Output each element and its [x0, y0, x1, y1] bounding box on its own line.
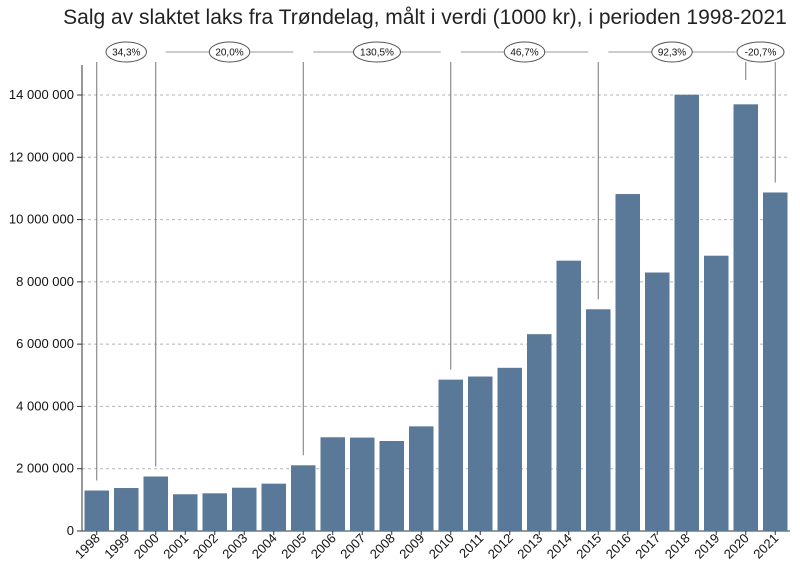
- x-tick-label: 2012: [485, 531, 516, 562]
- x-tick-label: 2013: [514, 531, 545, 562]
- x-tick-label: 2014: [544, 531, 575, 562]
- bar-2001: [173, 494, 198, 531]
- axes: [77, 65, 790, 535]
- x-tick-label: 2019: [691, 531, 722, 562]
- annotation-label: 34,3%: [112, 48, 140, 59]
- x-tick-label: 2000: [131, 531, 162, 562]
- bar-2021: [763, 192, 788, 531]
- x-tick-label: 2021: [750, 531, 781, 562]
- bar-2000: [143, 476, 168, 531]
- x-tick-label: 2011: [456, 531, 486, 561]
- change-annotations: 34,3% 20,0% 130,5% 46,7% 92,3% -20,7%: [96, 41, 785, 481]
- annotation-bubble: [353, 41, 401, 63]
- x-tick-label: 2004: [249, 531, 280, 562]
- y-tick-label: 14 000 000: [9, 87, 74, 102]
- x-tick-label: 2008: [367, 531, 398, 562]
- bar-2002: [202, 493, 227, 531]
- bar-2004: [261, 483, 286, 531]
- annotation-label: 46,7%: [510, 48, 538, 59]
- x-tick-label: 2010: [426, 531, 457, 562]
- bar-1999: [114, 488, 139, 531]
- y-tick-label: 10 000 000: [9, 212, 74, 227]
- x-tick-label: 2018: [662, 531, 693, 562]
- bar-2005: [291, 465, 316, 531]
- x-tick-label: 2006: [308, 531, 339, 562]
- bar-2006: [320, 437, 345, 531]
- bar-2020: [733, 104, 758, 531]
- x-tick-label: 2015: [573, 531, 604, 562]
- bar-2019: [704, 255, 729, 531]
- bar-2017: [645, 272, 670, 531]
- y-tick-label: 4 000 000: [16, 398, 74, 413]
- bar-2013: [527, 334, 552, 531]
- bar-2018: [674, 94, 699, 531]
- annotation-label: 92,3%: [658, 48, 686, 59]
- gridlines: [82, 94, 790, 470]
- annotation-bubble: [208, 41, 251, 63]
- bar-2008: [379, 440, 404, 531]
- y-tick-label: 12 000 000: [9, 149, 74, 164]
- bar-2010: [438, 379, 463, 531]
- x-tick-label: 1998: [72, 531, 103, 562]
- annotation-bubble: [105, 41, 147, 63]
- bars: [84, 94, 788, 531]
- annotation-bubble: [651, 41, 693, 63]
- x-tick-label: 2001: [160, 531, 191, 562]
- x-tick-label: 2002: [190, 531, 221, 562]
- bar-2009: [409, 426, 434, 531]
- annotation-label: 130,5%: [360, 48, 394, 59]
- x-tick-label: 2003: [219, 531, 250, 562]
- y-tick-label: 6 000 000: [16, 336, 74, 351]
- bar-2016: [615, 194, 640, 531]
- annotation-bubble: [503, 41, 546, 63]
- x-tick-label: 2016: [603, 531, 634, 562]
- bar-2012: [497, 367, 522, 531]
- bar-2015: [586, 309, 611, 531]
- x-tick-label: 2017: [632, 531, 663, 562]
- bar-2007: [350, 437, 375, 531]
- bar-2003: [232, 487, 257, 531]
- bar-1998: [84, 490, 109, 531]
- y-tick-label: 2 000 000: [16, 461, 74, 476]
- annotation-label: -20,7%: [745, 48, 777, 59]
- x-tick-label: 1999: [101, 531, 132, 562]
- x-tick-label: 2020: [721, 531, 752, 562]
- y-tick-label: 8 000 000: [16, 274, 74, 289]
- annotation-label: 20,0%: [215, 48, 243, 59]
- x-tick-label: 2005: [278, 531, 309, 562]
- chart-title: Salg av slaktet laks fra Trøndelag, målt…: [63, 6, 787, 29]
- x-tick-label: 2007: [337, 531, 368, 562]
- bar-2014: [556, 260, 581, 531]
- annotation-bubble: [736, 41, 785, 63]
- x-tick-label: 2009: [396, 531, 427, 562]
- y-tick-label: 0: [67, 523, 74, 538]
- bar-2011: [468, 376, 493, 531]
